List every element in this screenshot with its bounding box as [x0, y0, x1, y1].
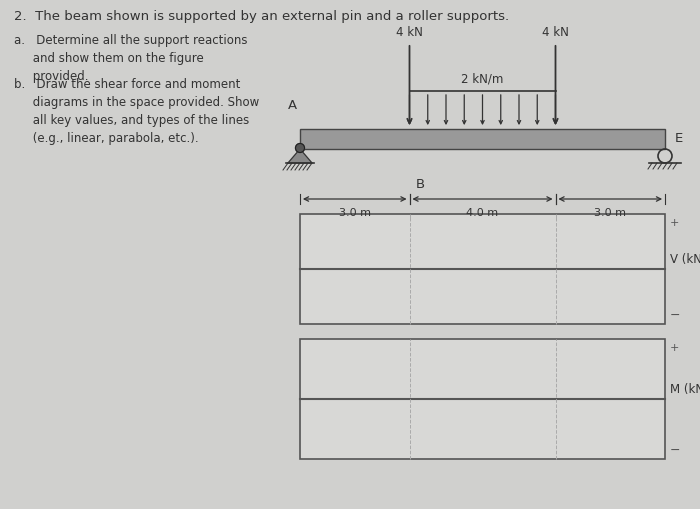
Text: 3.0 m: 3.0 m: [339, 208, 371, 217]
Text: b.   Draw the shear force and moment
     diagrams in the space provided. Show
 : b. Draw the shear force and moment diagr…: [14, 78, 259, 145]
Bar: [300, 215, 665, 324]
Text: +: +: [670, 217, 680, 228]
Text: a.   Determine all the support reactions
     and show them on the figure
     p: a. Determine all the support reactions a…: [14, 34, 248, 83]
Text: 2 kN/m: 2 kN/m: [461, 72, 504, 85]
Bar: [300, 130, 665, 150]
Text: 4 kN: 4 kN: [396, 26, 423, 39]
Text: 4 kN: 4 kN: [542, 26, 569, 39]
Text: −: −: [670, 308, 680, 321]
Polygon shape: [288, 150, 312, 164]
Text: A: A: [288, 99, 297, 112]
Text: 4.0 m: 4.0 m: [466, 208, 498, 217]
Text: B: B: [416, 178, 425, 191]
Text: +: +: [670, 343, 680, 352]
Text: 3.0 m: 3.0 m: [594, 208, 626, 217]
Bar: [300, 340, 665, 459]
Text: E: E: [675, 131, 683, 144]
Text: 2.  The beam shown is supported by an external pin and a roller supports.: 2. The beam shown is supported by an ext…: [14, 10, 509, 23]
Text: V (kN): V (kN): [670, 252, 700, 266]
Circle shape: [295, 144, 304, 153]
Text: −: −: [670, 443, 680, 456]
Text: M (kN·m): M (kN·m): [670, 382, 700, 395]
